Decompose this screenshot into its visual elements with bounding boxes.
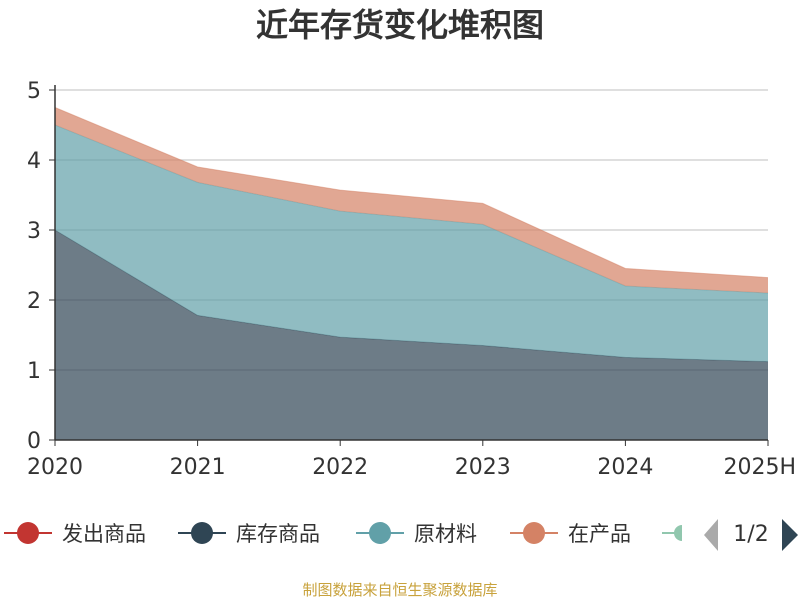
legend-circle-icon [523, 522, 545, 544]
area-原材料 [55, 125, 768, 362]
x-tick-label: 2023 [455, 455, 511, 480]
legend-item[interactable]: 原材料 [356, 522, 477, 546]
y-tick-label: 4 [27, 149, 41, 174]
legend-label: 原材料 [414, 522, 477, 546]
legend-item-truncated[interactable] [662, 525, 682, 541]
legend-circle-icon [191, 522, 213, 544]
legend-page-indicator: 1/2 [733, 522, 768, 547]
legend-label: 发出商品 [62, 522, 146, 546]
area-line-在产品 [54, 107, 769, 279]
x-tick-label: 2024 [597, 455, 653, 480]
legend-circle-icon [674, 525, 682, 541]
legend-next-arrow-icon[interactable] [782, 519, 798, 551]
legend-prev-arrow-icon[interactable] [704, 519, 718, 551]
y-tick-label: 1 [27, 359, 41, 384]
y-tick-label: 2 [27, 289, 41, 314]
y-tick-label: 5 [27, 79, 41, 104]
legend-circle-icon [17, 522, 39, 544]
x-tick-label: 2022 [312, 455, 368, 480]
y-tick-label: 0 [27, 429, 41, 454]
legend-label: 在产品 [568, 522, 631, 546]
x-tick-label: 2020 [27, 455, 83, 480]
y-tick-label: 3 [27, 219, 41, 244]
legend[interactable]: 发出商品 库存商品 原材料 在产品 1/2 [4, 519, 798, 551]
area-layer [54, 107, 769, 440]
legend-label: 库存商品 [236, 522, 320, 546]
legend-item[interactable]: 库存商品 [178, 522, 320, 546]
area-库存商品 [55, 230, 768, 440]
area-在产品 [55, 107, 768, 293]
chart-title: 近年存货变化堆积图 [256, 6, 544, 44]
data-source-note: 制图数据来自恒生聚源数据库 [302, 581, 497, 599]
legend-item[interactable]: 在产品 [510, 522, 631, 546]
x-tick-label: 2025H [723, 455, 796, 480]
legend-item[interactable]: 发出商品 [4, 522, 146, 546]
axes: 0 1 2 3 4 5 2020 2021 2022 2023 2024 2025H [27, 79, 796, 480]
x-tick-label: 2021 [170, 455, 226, 480]
legend-circle-icon [369, 522, 391, 544]
